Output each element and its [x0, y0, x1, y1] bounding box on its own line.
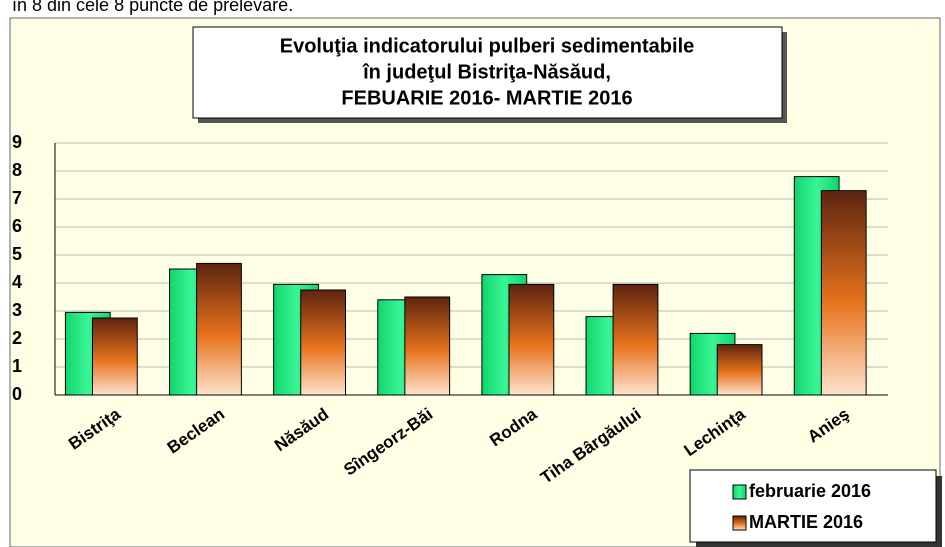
legend-label: februarie 2016	[749, 481, 871, 501]
y-tick-label: 2	[12, 328, 22, 348]
y-tick-label: 4	[12, 272, 22, 292]
chart-title: FEBUARIE 2016- MARTIE 2016	[341, 87, 632, 109]
bar	[196, 262, 242, 396]
bar	[716, 344, 763, 396]
bar	[508, 283, 555, 396]
y-tick-label: 3	[12, 300, 22, 320]
bar	[820, 190, 867, 396]
y-tick-label: 1	[12, 356, 22, 376]
bar	[612, 283, 659, 396]
y-tick-label: 8	[12, 160, 22, 180]
title-box	[192, 26, 783, 119]
text-above: în 8 din cele 8 puncte de prelevare.	[11, 0, 293, 15]
y-tick-label: 0	[12, 384, 22, 404]
chart-title: în judeţul Bistriţa-Năsăud,	[362, 61, 611, 83]
bar	[91, 317, 138, 396]
chart-title: Evoluţia indicatorului pulberi sedimenta…	[280, 35, 695, 57]
title: Evoluţia indicatorului pulberi sedimenta…	[280, 35, 695, 109]
legend-label: MARTIE 2016	[749, 512, 863, 532]
y-tick-label: 7	[12, 188, 22, 208]
bar	[404, 296, 451, 396]
y-tick-label: 6	[12, 216, 22, 236]
y-tick-label: 9	[12, 132, 22, 152]
legend-swatch	[732, 515, 747, 531]
legend-swatch	[732, 484, 747, 500]
y-tick-label: 5	[12, 244, 22, 264]
bar	[300, 289, 347, 396]
legend	[689, 469, 937, 543]
